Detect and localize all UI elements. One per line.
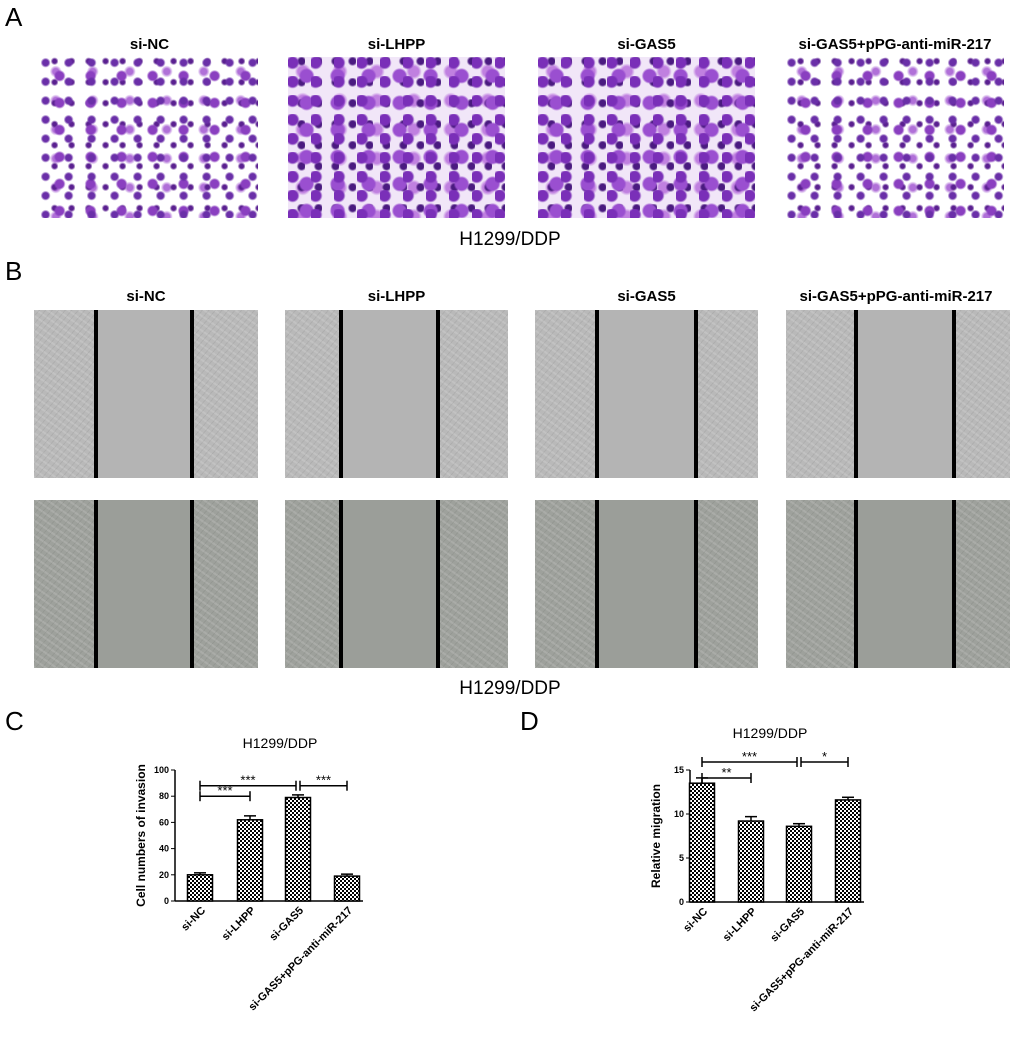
wound-gap (856, 500, 954, 668)
wound-edge-line (854, 500, 858, 668)
y-tick-label: 20 (159, 870, 169, 880)
invasion-image-si-nc (41, 57, 258, 218)
wound-edge-line (595, 310, 599, 478)
y-axis-label: Relative migration (649, 784, 663, 888)
wound-gap (96, 310, 192, 478)
wound-gap (341, 310, 438, 478)
bar-3 (333, 875, 361, 902)
wound-image-late-0 (34, 500, 258, 668)
wound-edge-line (854, 310, 858, 478)
bar-2 (284, 796, 312, 902)
wound-gap (856, 310, 954, 478)
y-tick-label: 100 (154, 765, 169, 775)
wound-gap (341, 500, 438, 668)
wound-edge-line (952, 500, 956, 668)
wound-edge-line (190, 310, 194, 478)
significance-label: *** (217, 783, 232, 798)
invasion-image-si-gas5 (538, 57, 755, 218)
x-tick-label: si-LHPP (220, 905, 258, 943)
wound-edge-line (339, 310, 343, 478)
x-tick-label: si-GAS5+pPG-anti-miR-217 (247, 905, 356, 1014)
significance-label: * (822, 749, 827, 764)
y-tick-label: 40 (159, 844, 169, 854)
wound-image-early-0 (34, 310, 258, 478)
b-caption: H1299/DDP (459, 678, 561, 699)
chart-title: H1299/DDP (733, 725, 808, 741)
y-tick-label: 0 (164, 896, 169, 906)
y-tick-label: 5 (679, 853, 684, 863)
invasion-image-rescue (787, 57, 1004, 218)
panel-label-b: B (5, 256, 23, 286)
a-caption: H1299/DDP (459, 229, 561, 250)
wound-image-late-1 (285, 500, 508, 668)
wound-image-early-2 (535, 310, 758, 478)
y-tick-label: 80 (159, 791, 169, 801)
y-tick-label: 0 (679, 897, 684, 907)
wound-gap (96, 500, 192, 668)
y-tick-label: 15 (674, 765, 684, 775)
significance-label: *** (316, 773, 331, 788)
wound-edge-line (595, 500, 599, 668)
significance-label: ** (721, 765, 731, 780)
wound-image-late-3 (786, 500, 1010, 668)
wound-image-early-1 (285, 310, 508, 478)
wound-edge-line (694, 500, 698, 668)
wound-edge-line (94, 310, 98, 478)
b-title-0: si-NC (126, 288, 166, 305)
y-tick-label: 10 (674, 809, 684, 819)
wound-edge-line (94, 500, 98, 668)
wound-edge-line (952, 310, 956, 478)
wound-gap (597, 500, 696, 668)
chart-title: H1299/DDP (243, 735, 318, 751)
y-tick-label: 60 (159, 817, 169, 827)
bar-2 (785, 825, 813, 903)
panel-label-d: D (520, 706, 539, 736)
a-title-1: si-LHPP (367, 36, 426, 53)
wound-edge-line (436, 500, 440, 668)
a-title-0: si-NC (129, 36, 170, 53)
b-title-2: si-GAS5 (617, 288, 676, 305)
x-tick-label: si-GAS5 (267, 905, 306, 944)
x-tick-label: si-GAS5 (768, 906, 807, 945)
wound-image-late-2 (535, 500, 758, 668)
wound-image-early-3 (786, 310, 1010, 478)
y-axis-label: Cell numbers of invasion (134, 764, 148, 907)
wound-gap (597, 310, 696, 478)
bar-0 (688, 782, 716, 903)
wound-edge-line (339, 500, 343, 668)
b-title-1: si-LHPP (367, 288, 426, 305)
significance-label: *** (240, 773, 255, 788)
x-tick-label: si-GAS5+pPG-anti-miR-217 (748, 906, 857, 1015)
wound-edge-line (694, 310, 698, 478)
x-tick-label: si-NC (179, 905, 208, 934)
significance-label: *** (742, 749, 757, 764)
a-title-3: si-GAS5+pPG-anti-miR-217 (798, 36, 992, 53)
bar-3 (834, 799, 862, 903)
panel-label-c: C (5, 706, 24, 736)
bar-1 (737, 820, 765, 903)
wound-edge-line (190, 500, 194, 668)
bar-1 (236, 819, 264, 902)
x-tick-label: si-LHPP (721, 906, 759, 944)
wound-edge-line (436, 310, 440, 478)
bar-0 (186, 874, 214, 902)
b-title-3: si-GAS5+pPG-anti-miR-217 (799, 288, 993, 305)
a-title-2: si-GAS5 (617, 36, 676, 53)
panel-label-a: A (5, 2, 23, 32)
invasion-image-si-lhpp (288, 57, 505, 218)
x-tick-label: si-NC (681, 906, 710, 935)
